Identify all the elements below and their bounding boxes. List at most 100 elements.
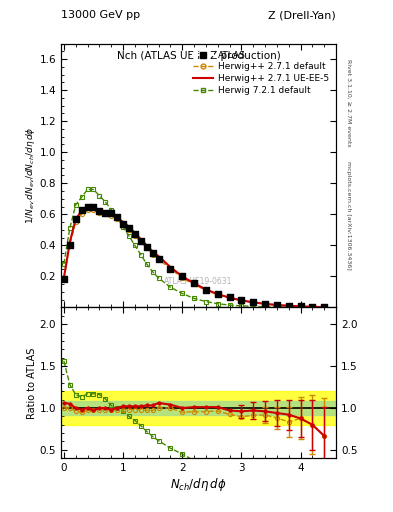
Text: Rivet 3.1.10, ≥ 2.7M events: Rivet 3.1.10, ≥ 2.7M events	[346, 58, 351, 146]
Herwig++ 2.7.1 default	[109, 213, 114, 219]
Text: mcplots.cern.ch [arXiv:1306.3436]: mcplots.cern.ch [arXiv:1306.3436]	[346, 161, 351, 269]
ATLAS	[67, 241, 73, 249]
Herwig++ 2.7.1 UE-EE-5	[127, 224, 131, 230]
Herwig++ 2.7.1 UE-EE-5	[286, 303, 291, 309]
ATLAS	[262, 300, 268, 308]
Herwig++ 2.7.1 UE-EE-5	[62, 275, 66, 281]
Herwig++ 2.7.1 default	[85, 206, 90, 212]
Bar	[61, 401, 336, 415]
ATLAS	[226, 293, 233, 302]
Herwig++ 2.7.1 UE-EE-5	[121, 219, 125, 225]
Herwig++ 2.7.1 UE-EE-5	[180, 273, 185, 280]
Herwig 7.2.1 default	[286, 304, 291, 310]
Herwig++ 2.7.1 default	[138, 239, 143, 245]
Line: Herwig++ 2.7.1 UE-EE-5: Herwig++ 2.7.1 UE-EE-5	[64, 209, 324, 307]
Herwig++ 2.7.1 UE-EE-5	[204, 286, 208, 292]
ATLAS	[132, 230, 138, 239]
Herwig++ 2.7.1 default	[127, 227, 131, 233]
Herwig++ 2.7.1 UE-EE-5	[192, 280, 196, 286]
Herwig++ 2.7.1 default	[274, 302, 279, 308]
Herwig 7.2.1 default	[310, 304, 315, 310]
Herwig 7.2.1 default	[227, 302, 232, 308]
Herwig++ 2.7.1 default	[68, 242, 72, 248]
ATLAS	[250, 298, 256, 306]
Herwig++ 2.7.1 default	[115, 216, 119, 222]
Herwig++ 2.7.1 UE-EE-5	[298, 303, 303, 309]
ATLAS	[298, 302, 304, 310]
Herwig++ 2.7.1 UE-EE-5	[274, 302, 279, 308]
Herwig 7.2.1 default	[62, 261, 66, 267]
ATLAS	[149, 249, 156, 257]
Herwig++ 2.7.1 UE-EE-5	[144, 242, 149, 248]
Herwig 7.2.1 default	[215, 301, 220, 307]
Herwig++ 2.7.1 UE-EE-5	[215, 291, 220, 297]
Herwig++ 2.7.1 default	[91, 206, 96, 212]
Herwig 7.2.1 default	[251, 303, 255, 309]
Herwig++ 2.7.1 default	[310, 304, 315, 310]
Herwig++ 2.7.1 UE-EE-5	[322, 304, 327, 310]
Herwig++ 2.7.1 UE-EE-5	[168, 264, 173, 270]
Herwig 7.2.1 default	[127, 233, 131, 239]
Herwig++ 2.7.1 default	[298, 303, 303, 309]
Herwig++ 2.7.1 UE-EE-5	[73, 216, 78, 222]
Herwig++ 2.7.1 default	[251, 300, 255, 306]
ATLAS	[179, 272, 185, 281]
ATLAS	[309, 303, 316, 311]
Herwig 7.2.1 default	[132, 242, 137, 248]
Text: ATLAS-UE19-0631: ATLAS-UE19-0631	[164, 276, 233, 286]
Herwig++ 2.7.1 default	[322, 304, 327, 310]
ATLAS	[84, 202, 91, 210]
Herwig++ 2.7.1 UE-EE-5	[138, 236, 143, 242]
Herwig++ 2.7.1 default	[204, 287, 208, 293]
Herwig++ 2.7.1 UE-EE-5	[103, 209, 108, 216]
Y-axis label: $1/N_{ev}\, dN_{ev}/dN_{ch}/d\eta\, d\phi$: $1/N_{ev}\, dN_{ev}/dN_{ch}/d\eta\, d\ph…	[24, 126, 37, 224]
Herwig++ 2.7.1 default	[97, 209, 102, 216]
ATLAS	[138, 237, 144, 245]
Herwig 7.2.1 default	[150, 269, 155, 275]
Text: Z (Drell-Yan): Z (Drell-Yan)	[268, 10, 336, 20]
Herwig++ 2.7.1 default	[215, 292, 220, 298]
Herwig++ 2.7.1 default	[156, 256, 161, 262]
Herwig 7.2.1 default	[168, 284, 173, 290]
Herwig 7.2.1 default	[144, 261, 149, 267]
Herwig++ 2.7.1 default	[286, 303, 291, 309]
ATLAS	[191, 279, 197, 287]
Herwig 7.2.1 default	[97, 193, 102, 199]
Herwig++ 2.7.1 UE-EE-5	[79, 208, 84, 214]
Herwig 7.2.1 default	[322, 304, 327, 310]
Herwig++ 2.7.1 UE-EE-5	[239, 297, 244, 304]
ATLAS	[102, 208, 108, 217]
X-axis label: $N_{ch}/d\eta\, d\phi$: $N_{ch}/d\eta\, d\phi$	[170, 476, 227, 493]
ATLAS	[73, 215, 79, 223]
Herwig 7.2.1 default	[298, 304, 303, 310]
Herwig++ 2.7.1 UE-EE-5	[97, 208, 102, 214]
Herwig 7.2.1 default	[274, 304, 279, 310]
Herwig 7.2.1 default	[121, 224, 125, 230]
Herwig++ 2.7.1 UE-EE-5	[85, 206, 90, 212]
Herwig++ 2.7.1 default	[227, 295, 232, 301]
ATLAS	[167, 265, 173, 273]
Herwig++ 2.7.1 UE-EE-5	[227, 294, 232, 301]
Herwig++ 2.7.1 UE-EE-5	[150, 248, 155, 254]
Herwig++ 2.7.1 UE-EE-5	[109, 211, 114, 218]
ATLAS	[143, 243, 150, 251]
Herwig++ 2.7.1 default	[192, 282, 196, 288]
Herwig 7.2.1 default	[156, 275, 161, 281]
ATLAS	[126, 224, 132, 232]
ATLAS	[203, 286, 209, 294]
Herwig++ 2.7.1 default	[263, 301, 267, 307]
ATLAS	[96, 207, 103, 215]
Herwig++ 2.7.1 UE-EE-5	[132, 230, 137, 236]
Herwig 7.2.1 default	[85, 186, 90, 193]
ATLAS	[90, 202, 97, 210]
Herwig++ 2.7.1 UE-EE-5	[115, 215, 119, 221]
ATLAS	[321, 303, 327, 311]
Legend: ATLAS, Herwig++ 2.7.1 default, Herwig++ 2.7.1 UE-EE-5, Herwig 7.2.1 default: ATLAS, Herwig++ 2.7.1 default, Herwig++ …	[191, 48, 332, 98]
Herwig++ 2.7.1 default	[180, 275, 185, 281]
Bar	[61, 391, 336, 425]
Y-axis label: Ratio to ATLAS: Ratio to ATLAS	[27, 347, 37, 418]
Herwig 7.2.1 default	[204, 298, 208, 305]
ATLAS	[215, 290, 221, 298]
Herwig++ 2.7.1 default	[121, 222, 125, 228]
Herwig++ 2.7.1 UE-EE-5	[91, 206, 96, 212]
